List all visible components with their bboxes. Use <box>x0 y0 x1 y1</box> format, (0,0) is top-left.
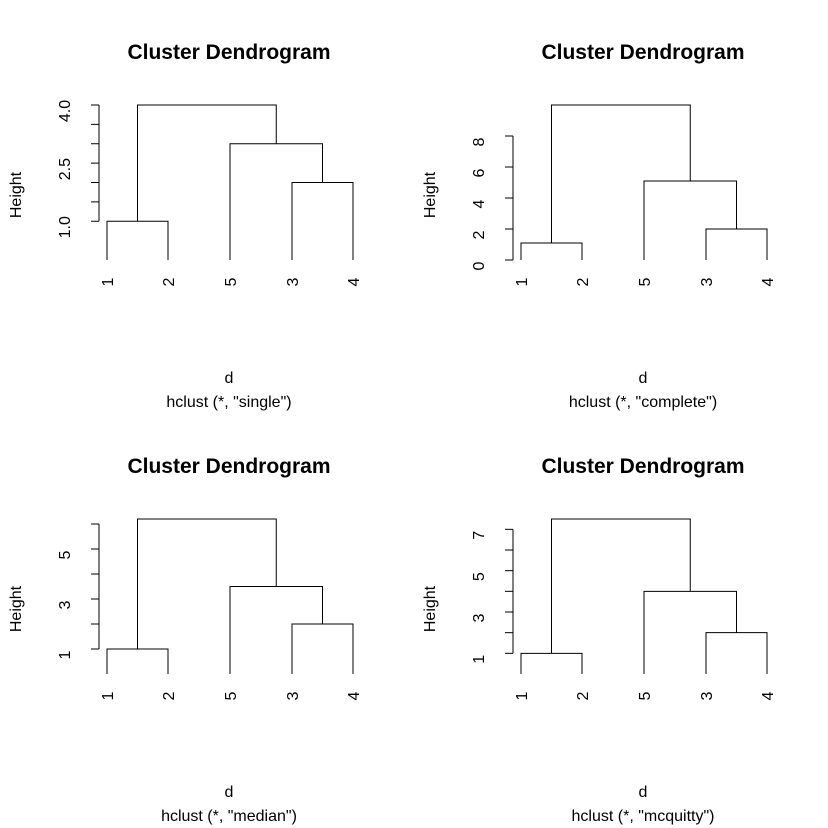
x-axis-label: d <box>639 370 648 387</box>
dendrogram-link <box>520 652 583 674</box>
subtitle: hclust (*, "mcquitty") <box>572 808 715 825</box>
leaf-label: 5 <box>223 691 240 700</box>
chart-title: Cluster Dendrogram <box>127 41 330 64</box>
leaf-label: 5 <box>637 277 654 286</box>
dendrogram-panel-complete: Cluster Dendrogram 0 2 4 6 8 1 2 5 3 4 d hclust … <box>422 41 777 411</box>
leaf-label: 4 <box>760 691 777 700</box>
leaf-label: 3 <box>285 277 302 286</box>
leaf-label: 2 <box>161 691 178 700</box>
subtitle: hclust (*, "single") <box>166 394 291 411</box>
dendrogram-link <box>705 228 768 260</box>
subtitle: hclust (*, "complete") <box>569 394 717 411</box>
dendrogram-links <box>520 104 768 260</box>
y-tick-label: 4 <box>471 199 488 208</box>
y-tick-label: 1.0 <box>57 216 74 238</box>
leaf-labels: 1 2 5 3 4 <box>100 277 363 286</box>
subtitle: hclust (*, "median") <box>161 808 297 825</box>
dendrogram-panel-single: Cluster Dendrogram 1.0 2.5 4.0 1 2 5 3 4 d hcl… <box>8 41 363 411</box>
leaf-label: 1 <box>100 691 117 700</box>
y-tick-label: 7 <box>471 531 488 540</box>
y-axis-label: Height <box>422 171 439 218</box>
dendrogram-panel-median: Cluster Dendrogram 1 3 5 1 2 5 3 4 d hclust (*… <box>8 455 363 825</box>
leaf-label: 4 <box>346 691 363 700</box>
dendrogram-link <box>291 623 354 674</box>
leaf-label: 1 <box>100 277 117 286</box>
chart-title: Cluster Dendrogram <box>541 455 744 478</box>
dendrogram-links <box>106 104 354 260</box>
leaf-label: 3 <box>285 691 302 700</box>
dendrogram-link <box>137 104 277 222</box>
leaf-label: 3 <box>699 277 716 286</box>
y-tick-label: 4.0 <box>57 100 74 122</box>
y-axis: 1.0 2.5 4.0 <box>57 100 100 238</box>
leaf-label: 1 <box>514 277 531 286</box>
y-tick-label: 3 <box>471 613 488 622</box>
leaf-label: 1 <box>514 691 531 700</box>
dendrogram-link <box>520 242 583 260</box>
dendrogram-link <box>229 143 323 260</box>
leaf-label: 2 <box>161 277 178 286</box>
dendrogram-link <box>137 518 277 649</box>
dendrogram-link <box>705 632 768 674</box>
y-axis-label: Height <box>8 171 25 218</box>
leaf-labels: 1 2 5 3 4 <box>514 277 777 286</box>
y-tick-label: 0 <box>471 261 488 270</box>
y-tick-label: 1 <box>57 650 74 659</box>
leaf-label: 2 <box>575 691 592 700</box>
chart-title: Cluster Dendrogram <box>541 41 744 64</box>
dendrogram-link <box>229 586 323 674</box>
dendrogram-link <box>551 104 691 243</box>
leaf-label: 3 <box>699 691 716 700</box>
leaf-label: 4 <box>760 277 777 286</box>
x-axis-label: d <box>225 370 234 387</box>
y-tick-label: 8 <box>471 137 488 146</box>
y-tick-label: 3 <box>57 600 74 609</box>
y-tick-label: 2.5 <box>57 158 74 180</box>
dendrogram-links <box>520 518 768 674</box>
y-axis-label: Height <box>422 585 439 632</box>
y-axis-label: Height <box>8 585 25 632</box>
leaf-labels: 1 2 5 3 4 <box>514 691 777 700</box>
y-tick-label: 2 <box>471 230 488 239</box>
dendrogram-panel-mcquitty: Cluster Dendrogram 1 3 5 7 1 2 5 3 4 d hclust (… <box>422 455 777 825</box>
leaf-labels: 1 2 5 3 4 <box>100 691 363 700</box>
dendrogram-links <box>106 518 354 674</box>
x-axis-label: d <box>639 784 648 801</box>
dendrogram-link <box>291 182 354 260</box>
leaf-label: 4 <box>346 277 363 286</box>
chart-title: Cluster Dendrogram <box>127 455 330 478</box>
dendrogram-link <box>643 180 737 260</box>
dendrogram-link <box>551 518 691 654</box>
dendrogram-link <box>106 220 169 260</box>
y-tick-label: 5 <box>57 550 74 559</box>
leaf-label: 2 <box>575 277 592 286</box>
y-tick-label: 1 <box>471 655 488 664</box>
y-axis: 1 3 5 <box>57 523 100 659</box>
y-tick-label: 6 <box>471 168 488 177</box>
x-axis-label: d <box>225 784 234 801</box>
y-axis: 1 3 5 7 <box>471 528 514 664</box>
y-tick-label: 5 <box>471 572 488 581</box>
dendrogram-link <box>106 648 169 674</box>
y-axis: 0 2 4 6 8 <box>471 135 514 270</box>
leaf-label: 5 <box>637 691 654 700</box>
leaf-label: 5 <box>223 277 240 286</box>
